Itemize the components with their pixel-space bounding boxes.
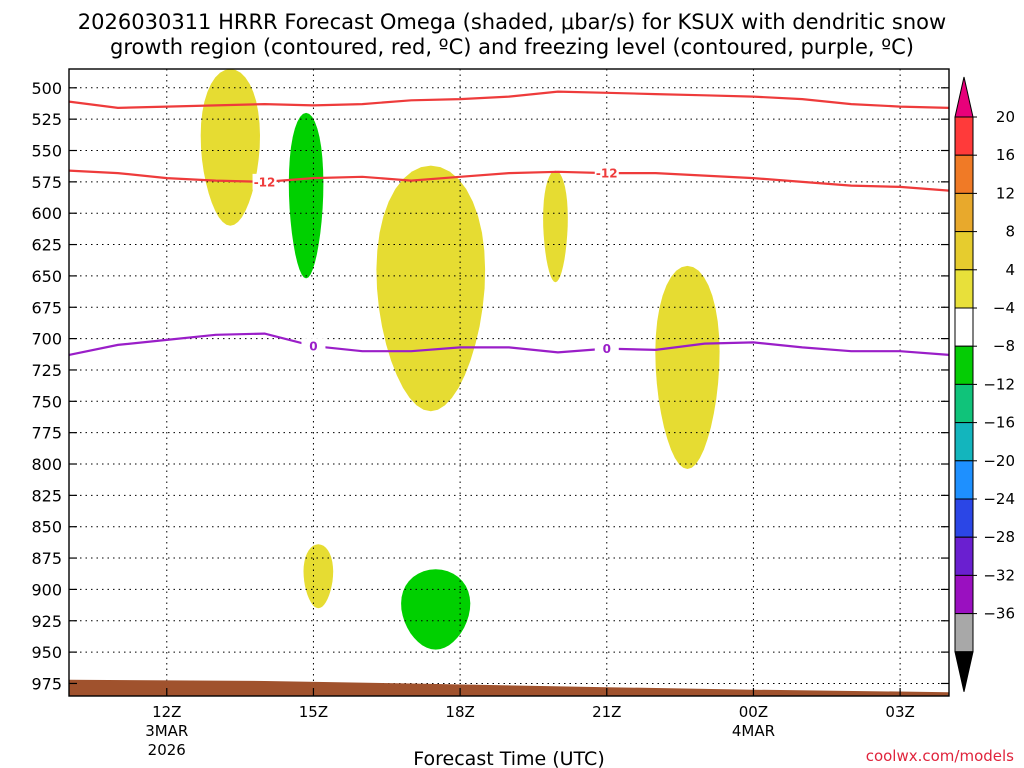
colorbar-label-11: −28	[983, 528, 1015, 546]
x-axis-label: Forecast Time (UTC)	[413, 748, 604, 768]
x-tick-sublabel-00Z: 4MAR	[732, 722, 775, 740]
y-axis: 500 525 550 575 600 625 650 675 700 725 750 775 800 8…	[31, 79, 949, 693]
plot-frame	[68, 68, 950, 697]
colorbar-label-7: −12	[983, 375, 1015, 393]
omega-region-4	[655, 265, 720, 469]
contour-line-1	[68, 90, 950, 110]
credit-link[interactable]: coolwx.com/models	[866, 747, 1014, 765]
y-tick-label-750: 750	[31, 392, 62, 411]
x-tick-label-03Z: 03Z	[885, 703, 914, 721]
colorbar-swatch-2	[954, 192, 974, 233]
colorbar-swatch-1	[954, 154, 974, 194]
x-tick-sublabel-12Z: 3MAR	[145, 722, 188, 740]
contour-label-0-0: -12	[254, 175, 276, 189]
omega-region-0	[200, 69, 260, 226]
omega-region-6	[401, 569, 471, 650]
colorbar: 20 16 12 8 4 −4 −8 −12 −16 −20 −24 −28 −32 −36	[954, 76, 1015, 692]
omega-region-1	[288, 112, 324, 279]
contour-line-2	[68, 332, 950, 356]
y-tick-label-675: 675	[31, 298, 62, 317]
colorbar-swatch-3	[954, 231, 974, 271]
contour-label-bg-2-0	[301, 338, 326, 355]
y-tick-label-575: 575	[31, 173, 62, 192]
x-tick-label-12Z: 12Z	[152, 703, 181, 721]
y-tick-label-850: 850	[31, 518, 62, 537]
y-tick-label-550: 550	[31, 142, 62, 161]
y-tick-label-900: 900	[31, 580, 62, 599]
y-tick-label-975: 975	[31, 674, 62, 693]
x-tick-year-12Z: 2026	[148, 741, 186, 759]
y-tick-label-700: 700	[31, 330, 62, 349]
y-tick-label-775: 775	[31, 424, 62, 443]
contour-label-bg-0-1	[594, 165, 619, 182]
omega-region-3	[543, 170, 568, 283]
y-tick-label-950: 950	[31, 643, 62, 662]
colorbar-label-10: −24	[983, 490, 1015, 508]
colorbar-swatch-11	[954, 536, 974, 576]
colorbar-label-12: −32	[983, 566, 1015, 584]
colorbar-swatch-0	[954, 116, 974, 156]
contour-label-bg-2-1	[594, 340, 619, 357]
colorbar-label-3: 8	[1005, 223, 1015, 241]
terrain-fill	[69, 679, 949, 696]
colorbar-label-4: 4	[1005, 261, 1015, 279]
colorbar-swatch-5	[954, 307, 974, 347]
y-tick-label-825: 825	[31, 486, 62, 505]
y-tick-label-650: 650	[31, 267, 62, 286]
x-tick-label-21Z: 21Z	[592, 703, 621, 721]
contour-label-2-1: 0	[603, 342, 611, 356]
colorbar-label-6: −8	[993, 337, 1015, 355]
y-tick-label-925: 925	[31, 612, 62, 631]
colorbar-swatch-4	[954, 269, 974, 309]
colorbar-swatch-12	[954, 574, 974, 615]
y-tick-label-800: 800	[31, 455, 62, 474]
y-tick-label-600: 600	[31, 204, 62, 223]
y-tick-label-725: 725	[31, 361, 62, 380]
colorbar-swatch-9	[954, 460, 974, 500]
colorbar-swatch-10	[954, 498, 974, 538]
colorbar-label-13: −36	[983, 605, 1015, 623]
omega-region-2	[376, 165, 486, 412]
contour-label-2-0: 0	[309, 340, 317, 354]
colorbar-bottom-arrow	[954, 651, 974, 692]
colorbar-top-arrow	[954, 76, 974, 118]
y-tick-label-525: 525	[31, 110, 62, 129]
colorbar-swatch-13	[954, 613, 974, 653]
contour-line-0	[68, 169, 950, 192]
colorbar-label-1: 16	[996, 146, 1015, 164]
omega-region-5	[303, 544, 334, 609]
terrain	[69, 679, 949, 696]
contour-lines: -12 -12 0 0	[68, 90, 950, 357]
contour-label-bg-0-0	[252, 173, 277, 190]
title-line-1: 2026030311 HRRR Forecast Omega (shaded, …	[78, 10, 946, 34]
colorbar-swatch-7	[954, 383, 974, 424]
colorbar-label-2: 12	[996, 184, 1015, 202]
colorbar-label-9: −20	[983, 452, 1015, 470]
colorbar-label-0: 20	[996, 108, 1015, 126]
x-tick-label-15Z: 15Z	[299, 703, 328, 721]
omega-shading	[200, 69, 720, 650]
grid-lines	[69, 69, 949, 696]
colorbar-swatch-6	[954, 345, 974, 385]
y-tick-label-500: 500	[31, 79, 62, 98]
colorbar-label-5: −4	[993, 299, 1015, 317]
y-tick-label-625: 625	[31, 236, 62, 255]
title-line-2: growth region (contoured, red, ºC) and f…	[110, 35, 914, 59]
y-tick-label-875: 875	[31, 549, 62, 568]
x-tick-label-18Z: 18Z	[445, 703, 474, 721]
colorbar-label-8: −16	[983, 414, 1015, 432]
colorbar-swatch-8	[954, 422, 974, 462]
contour-label-0-1: -12	[596, 167, 618, 181]
x-tick-label-00Z: 00Z	[739, 703, 768, 721]
